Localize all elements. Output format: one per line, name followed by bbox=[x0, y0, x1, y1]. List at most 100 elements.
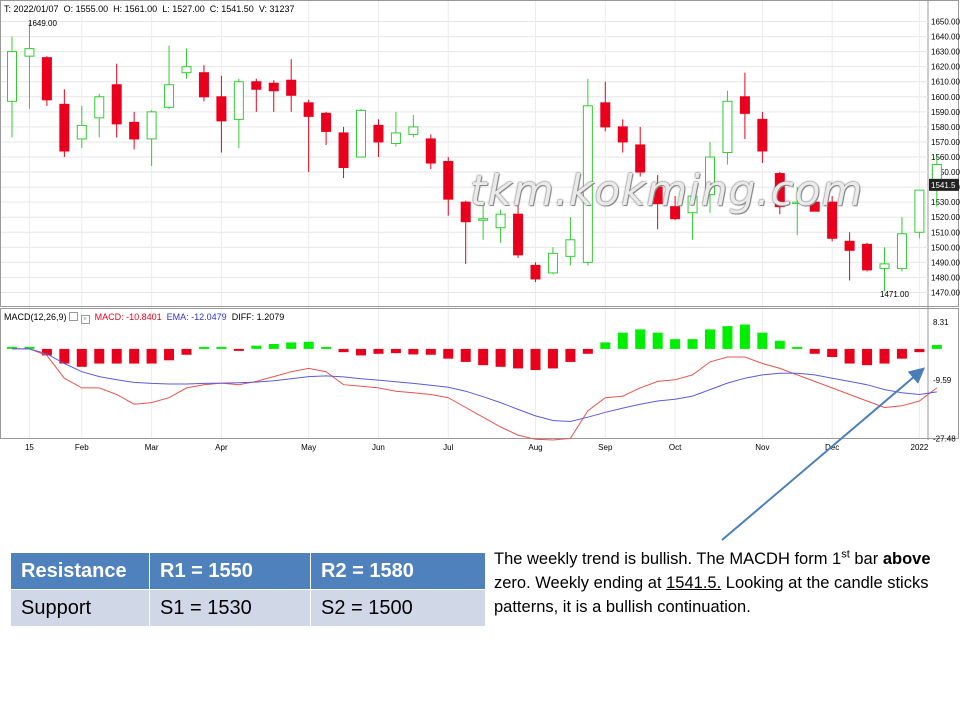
candle-bearish bbox=[111, 84, 122, 125]
low-label: L: 1527.00 bbox=[162, 4, 205, 14]
macd-histogram-bar-negative bbox=[896, 348, 907, 359]
candle-bullish bbox=[94, 96, 105, 119]
macd-histogram-bar-negative bbox=[338, 348, 349, 353]
time-axis-label: Jul bbox=[443, 443, 453, 452]
time-axis-label: Jun bbox=[372, 443, 385, 452]
macd-histogram-bar-positive bbox=[617, 332, 628, 349]
macd-histogram-bar-negative bbox=[914, 348, 925, 353]
candle-bearish bbox=[216, 96, 227, 122]
time-axis-label: Dec bbox=[825, 443, 839, 452]
macd-histogram-bar-negative bbox=[530, 348, 541, 371]
resistance-label: Resistance bbox=[10, 552, 150, 590]
commentary-underline: 1541.5. bbox=[666, 574, 722, 592]
macd-histogram-bar-negative bbox=[443, 348, 454, 359]
macd-histogram-bar-positive bbox=[7, 346, 17, 349]
price-tick-label: 1610.00 bbox=[931, 78, 960, 87]
candle-bullish bbox=[233, 81, 244, 120]
macd-value: MACD: -10.8401 bbox=[94, 312, 162, 322]
high-annotation: 1649.00 bbox=[28, 19, 57, 28]
commentary-part: Looking at the candle sticks patterns, i… bbox=[494, 574, 929, 616]
candle-bearish bbox=[530, 264, 541, 280]
candle-bearish bbox=[600, 102, 611, 128]
price-tick-label: 1600.00 bbox=[931, 93, 960, 102]
macd-histogram-bar-positive bbox=[792, 346, 803, 349]
candle-bearish bbox=[303, 102, 314, 117]
candle-bearish bbox=[617, 126, 628, 143]
time-axis-label: Oct bbox=[669, 443, 682, 452]
macd-tick-label: 8.31 bbox=[933, 318, 949, 327]
macd-histogram-bar-positive bbox=[286, 342, 297, 349]
candle-bearish bbox=[425, 138, 436, 164]
macd-histogram-bar-negative bbox=[390, 348, 401, 354]
resistance-row: Resistance R1 = 1550 R2 = 1580 bbox=[10, 552, 486, 590]
macd-histogram-bar-negative bbox=[879, 348, 890, 364]
macd-close-icon[interactable]: × bbox=[80, 315, 90, 324]
time-axis-label: May bbox=[301, 443, 316, 452]
macd-histogram-bar-positive bbox=[757, 332, 768, 349]
macd-histogram-bar-positive bbox=[600, 342, 611, 349]
candle-bullish bbox=[408, 126, 419, 135]
candle-bullish bbox=[7, 51, 17, 102]
macd-histogram-bar-negative bbox=[94, 348, 105, 364]
price-tick-label: 1590.00 bbox=[931, 108, 960, 117]
candlestick-macd-chart: 1650.00 1640.00 1630.00 1620.00 1610.00 1600.… bbox=[0, 0, 960, 452]
r1-value: R1 = 1550 bbox=[149, 552, 311, 590]
price-tick-label: 1500.00 bbox=[931, 243, 960, 252]
time-axis-label: Sep bbox=[598, 443, 613, 452]
candle-bullish bbox=[896, 233, 907, 269]
candle-bullish bbox=[547, 252, 558, 274]
price-tick-label: 1630.00 bbox=[931, 48, 960, 57]
candle-bearish bbox=[198, 72, 209, 98]
price-tick-label: 1480.00 bbox=[931, 273, 960, 282]
macd-histogram-bar-positive bbox=[198, 346, 209, 349]
macd-histogram-bar-negative bbox=[827, 348, 838, 358]
time-axis-label: Nov bbox=[755, 443, 769, 452]
time-axis-label: Feb bbox=[75, 443, 89, 452]
macd-histogram-bar-positive bbox=[635, 329, 646, 349]
macd-histogram-bar-negative bbox=[76, 348, 87, 367]
candle-bearish bbox=[652, 186, 663, 205]
macd-histogram-bar-positive bbox=[931, 345, 942, 349]
support-resistance-table: Resistance R1 = 1550 R2 = 1580 Support S… bbox=[10, 552, 486, 627]
candle-bearish bbox=[460, 201, 471, 223]
current-price-tag bbox=[929, 178, 959, 191]
macd-histogram-bar-positive bbox=[216, 346, 227, 349]
time-axis-label: Mar bbox=[145, 443, 159, 452]
candle-bullish bbox=[792, 201, 803, 205]
commentary-text: The weekly trend is bullish. The MACDH f… bbox=[494, 547, 952, 619]
candle-bearish bbox=[286, 79, 297, 96]
time-axis-label: 15 bbox=[25, 443, 34, 452]
candle-bullish bbox=[879, 263, 890, 269]
macd-histogram-bar-negative bbox=[425, 348, 436, 355]
price-tick-label: 1470.00 bbox=[931, 288, 960, 297]
macd-histogram-bar-negative bbox=[408, 348, 419, 355]
candle-bullish bbox=[722, 100, 733, 153]
diff-value: DIFF: 1.2079 bbox=[231, 312, 285, 322]
commentary-part: zero. Weekly ending at bbox=[494, 574, 667, 592]
candle-bearish bbox=[373, 124, 384, 143]
commentary-superscript: st bbox=[841, 548, 850, 561]
macd-settings-icon[interactable] bbox=[69, 312, 79, 321]
candle-bearish bbox=[862, 243, 873, 271]
macd-histogram-bar-negative bbox=[582, 348, 593, 354]
macd-info-line: MACD(12,26,9) × MACD: -10.8401 EMA: -12.… bbox=[4, 312, 284, 324]
support-label: Support bbox=[10, 589, 150, 627]
price-tick-label: 1530.00 bbox=[931, 198, 960, 207]
volume-label: V: 31237 bbox=[258, 4, 295, 14]
candle-bullish bbox=[565, 239, 576, 257]
macd-histogram-bar-positive bbox=[774, 340, 785, 349]
macd-histogram-bar-positive bbox=[303, 341, 314, 349]
macd-histogram-bar-negative bbox=[233, 348, 244, 351]
macd-histogram-bar-positive bbox=[251, 345, 262, 349]
macd-histogram-bar-negative bbox=[129, 348, 140, 364]
commentary-bold: above bbox=[882, 550, 931, 568]
macd-histogram-bar-negative bbox=[478, 348, 489, 366]
macd-histogram-bar-negative bbox=[862, 348, 873, 366]
candle-bearish bbox=[251, 81, 262, 90]
macd-histogram-bar-positive bbox=[687, 339, 698, 349]
candle-bearish bbox=[129, 121, 140, 140]
s2-value: S2 = 1500 bbox=[310, 589, 486, 627]
macd-histogram-bar-negative bbox=[111, 348, 122, 364]
price-tick-label: 1550.00 bbox=[931, 168, 960, 177]
macd-histogram-bar-negative bbox=[565, 348, 576, 362]
